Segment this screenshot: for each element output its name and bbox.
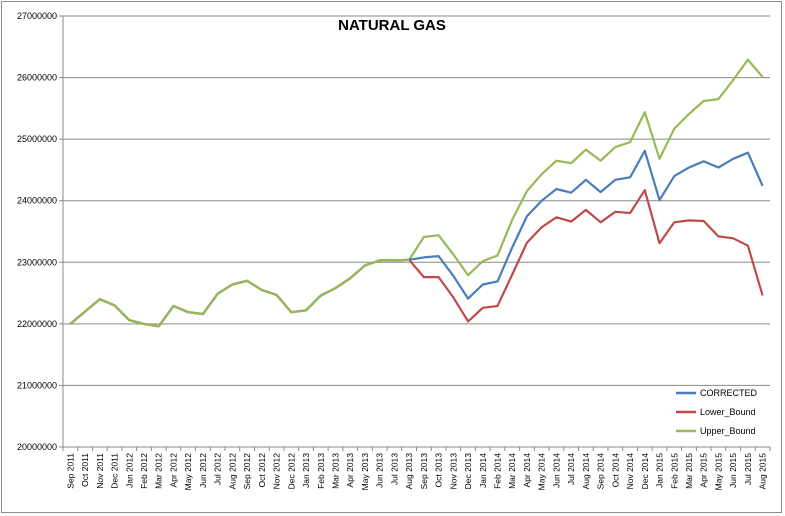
legend-label: Lower_Bound — [700, 407, 756, 417]
x-tick-label: Jun 2013 — [375, 453, 385, 488]
x-tick-label: May 2012 — [183, 453, 193, 491]
y-axis: 20000000 21000000 22000000 23000000 24000000… — [17, 11, 64, 452]
series-line-upper-bound — [69, 58, 764, 328]
y-tick-label: 22000000 — [17, 319, 57, 329]
x-tick-label: Dec 2013 — [463, 453, 473, 490]
x-tick-label: Aug 2013 — [404, 453, 414, 490]
x-tick-label: Jan 2013 — [301, 453, 311, 488]
x-tick-label: Jul 2012 — [213, 453, 223, 485]
x-tick-label: Nov 2013 — [448, 453, 458, 490]
chart-title: NATURAL GAS — [338, 17, 446, 34]
legend: CORRECTED Lower_Bound Upper_Bound — [676, 388, 758, 436]
x-axis: Sep 2011 Oct 2011 Nov 2011 Dec 2011 Jan 2012… — [62, 446, 771, 491]
x-tick-label: Jul 2013 — [389, 453, 399, 485]
x-tick-label: Feb 2014 — [493, 453, 503, 489]
y-tick-label: 27000000 — [17, 11, 57, 21]
x-tick-label: Nov 2011 — [95, 453, 105, 489]
x-tick-label: Jan 2015 — [655, 453, 665, 488]
x-tick-label: Sep 2014 — [596, 453, 606, 490]
x-tick-label: Nov 2012 — [272, 453, 282, 490]
x-tick-label: May 2014 — [537, 453, 547, 491]
x-tick-label: Oct 2014 — [610, 453, 620, 488]
y-tick-label: 24000000 — [17, 196, 57, 206]
x-tick-label: Oct 2012 — [257, 453, 267, 488]
x-tick-label: Feb 2013 — [316, 453, 326, 489]
x-tick-label: Jan 2014 — [478, 453, 488, 488]
x-tick-label: Mar 2015 — [684, 453, 694, 489]
x-tick-label: Jul 2015 — [743, 453, 753, 485]
x-tick-label: Apr 2012 — [168, 453, 178, 488]
x-tick-label: Mar 2014 — [507, 453, 517, 489]
y-tick-label: 25000000 — [17, 134, 57, 144]
legend-label: Upper_Bound — [700, 426, 756, 436]
x-tick-label: Oct 2011 — [80, 453, 90, 487]
legend-label: CORRECTED — [700, 388, 758, 398]
x-tick-label: Jul 2014 — [566, 453, 576, 485]
x-tick-label: Jun 2015 — [728, 453, 738, 488]
x-tick-label: Aug 2015 — [758, 453, 768, 490]
x-tick-label: Apr 2014 — [522, 453, 532, 488]
y-tick-label: 21000000 — [17, 380, 57, 390]
x-tick-label: Jun 2014 — [551, 453, 561, 488]
x-tick-label: Mar 2012 — [154, 453, 164, 489]
x-tick-label: Jan 2012 — [124, 453, 134, 488]
x-tick-label: Oct 2013 — [434, 453, 444, 488]
x-tick-label: Apr 2015 — [699, 453, 709, 488]
y-tick-label: 20000000 — [17, 442, 57, 452]
y-tick-label: 26000000 — [17, 73, 57, 83]
x-tick-label: Apr 2013 — [345, 453, 355, 488]
x-tick-label: May 2015 — [713, 453, 723, 491]
gridlines — [63, 15, 770, 448]
x-tick-label: Feb 2015 — [669, 453, 679, 489]
x-tick-label: Sep 2013 — [419, 453, 429, 490]
y-tick-label: 23000000 — [17, 257, 57, 267]
x-tick-label: Jun 2012 — [198, 453, 208, 488]
x-tick-label: Dec 2014 — [640, 453, 650, 490]
x-tick-label: Sep 2012 — [242, 453, 252, 490]
x-tick-label: Dec 2012 — [286, 453, 296, 490]
x-tick-label: May 2013 — [360, 453, 370, 491]
x-tick-label: Mar 2013 — [330, 453, 340, 489]
x-tick-label: Feb 2012 — [139, 453, 149, 489]
x-tick-label: Sep 2011 — [65, 453, 75, 489]
series-line-upper-bound-shared — [69, 258, 410, 328]
x-tick-label: Nov 2014 — [625, 453, 635, 490]
x-tick-label: Aug 2014 — [581, 453, 591, 490]
plot-area — [69, 58, 764, 328]
x-tick-label: Aug 2012 — [227, 453, 237, 490]
x-tick-label: Dec 2011 — [110, 453, 120, 489]
